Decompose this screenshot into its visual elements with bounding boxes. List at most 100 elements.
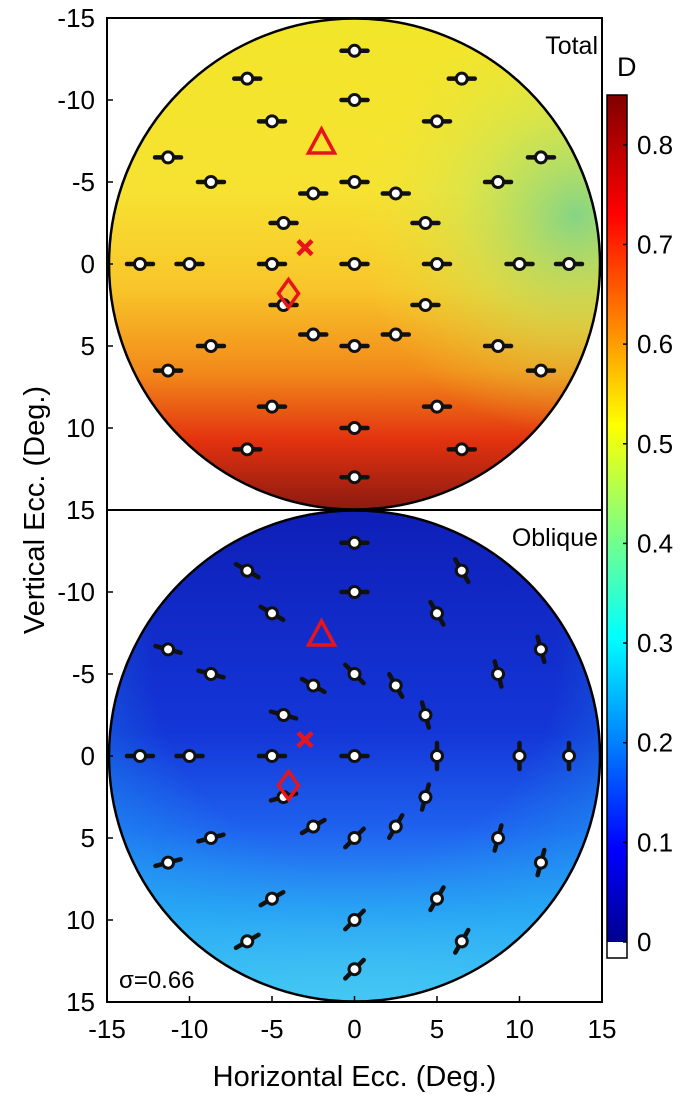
glyph-top-7 — [525, 150, 557, 165]
glyph-top-1 — [232, 71, 263, 86]
glyph-bot-32 — [428, 885, 446, 913]
glyph-top-14 — [410, 216, 441, 230]
total-panel: Total — [106, 17, 603, 511]
y-tick-label-top-5: 10 — [66, 413, 95, 443]
y-tick-label-top-1: -10 — [57, 85, 95, 115]
glyph-top-17 — [256, 257, 288, 271]
glyph-top-8 — [195, 175, 227, 189]
colorbar-label: D — [617, 52, 637, 82]
y-tick-label-bot-2: -5 — [72, 659, 95, 689]
glyph-bot-20 — [512, 740, 527, 772]
colorbar-under-swatch — [607, 942, 627, 958]
glyph-bot-0 — [339, 535, 370, 550]
colorbar-tick-label-0: 0 — [637, 927, 651, 957]
glyph-top-6 — [152, 150, 184, 165]
total-panel-label: Total — [545, 32, 598, 60]
glyph-bot-35 — [452, 927, 471, 955]
glyph-bot-34 — [233, 932, 261, 951]
glyph-top-29 — [152, 363, 184, 378]
colorbar-frame — [606, 94, 628, 959]
glyph-top-2 — [446, 71, 477, 86]
x-tick-label-4: 5 — [430, 1014, 444, 1044]
total-y-tick-labels: -15 -10 -5 0 5 10 15 — [57, 3, 113, 525]
triangle-marker-bot — [305, 617, 338, 647]
glyph-top-31 — [256, 399, 288, 414]
glyph-top-18 — [339, 257, 370, 271]
glyph-top-24 — [298, 327, 329, 342]
colorbar-tick-label-7: 0.7 — [637, 229, 673, 259]
x-tick-label-6: 15 — [588, 1014, 617, 1044]
glyph-top-5 — [421, 114, 453, 129]
glyph-top-26 — [195, 339, 227, 353]
y-tick-label-bot-5: 10 — [66, 905, 95, 935]
glyph-bot-33 — [343, 908, 366, 932]
y-tick-label-bot-3: 0 — [81, 741, 95, 771]
glyph-bot-12 — [387, 671, 405, 699]
glyph-bot-11 — [299, 676, 327, 695]
x-tick-label-0: -15 — [88, 1014, 126, 1044]
y-tick-label-top-4: 5 — [81, 331, 95, 361]
colorbar-ticks: 0 0.1 0.2 0.3 0.4 0.5 0.6 0.7 0.8 — [623, 130, 673, 957]
y-tick-label-top-2: -5 — [72, 167, 95, 197]
glyph-top-11 — [298, 186, 329, 201]
glyph-top-13 — [268, 216, 299, 230]
glyph-bot-15 — [124, 749, 156, 763]
glyph-bot-31 — [258, 889, 286, 908]
glyph-top-33 — [339, 421, 370, 435]
glyph-top-20 — [504, 257, 535, 271]
glyph-bot-5 — [428, 599, 446, 627]
glyph-bot-8 — [196, 667, 226, 681]
glyph-top-19 — [421, 257, 453, 271]
x-tick-labels: -15 -10 -5 0 5 10 15 — [88, 996, 616, 1044]
glyph-top-23 — [410, 298, 441, 312]
glyph-bot-1 — [233, 561, 261, 580]
glyph-top-36 — [339, 470, 370, 485]
glyph-bot-10 — [491, 659, 506, 689]
glyph-top-15 — [124, 257, 156, 271]
glyph-top-4 — [256, 114, 288, 129]
oblique-panel-label: Oblique — [512, 524, 598, 552]
y-tick-label-top-6: 15 — [66, 495, 95, 525]
colorbar-tick-label-1: 0.1 — [637, 827, 673, 857]
glyph-top-9 — [339, 175, 370, 189]
glyph-bot-3 — [339, 585, 370, 599]
colorbar-tick-label-4: 0.4 — [637, 528, 673, 558]
colorbar-tick-label-8: 0.8 — [637, 130, 673, 160]
glyph-top-30 — [525, 363, 557, 378]
glyph-top-35 — [446, 442, 477, 457]
glyph-bot-2 — [452, 557, 471, 585]
triangle-marker-top — [305, 125, 338, 155]
glyph-bot-36 — [343, 957, 366, 981]
oblique-marker-layer — [276, 617, 338, 803]
x-marker-bot — [296, 731, 314, 749]
x-tick-label-3: 0 — [347, 1014, 361, 1044]
glyph-bot-13 — [268, 708, 299, 722]
y-tick-label-bot-1: -10 — [57, 577, 95, 607]
glyph-bot-21 — [562, 740, 576, 772]
glyph-bot-25 — [387, 813, 405, 841]
glyph-top-32 — [421, 399, 453, 414]
glyph-bot-27 — [343, 826, 366, 850]
x-tick-label-1: -10 — [171, 1014, 209, 1044]
y-tick-label-bot-6: 15 — [66, 987, 95, 1017]
x-tick-label-2: -5 — [260, 1014, 283, 1044]
y-axis-label: Vertical Ecc. (Deg.) — [19, 386, 51, 634]
y-tick-label-top-0: -15 — [57, 3, 95, 33]
sigma-annotation: σ=0.66 — [119, 967, 195, 994]
colorbar-tick-label-6: 0.6 — [637, 329, 673, 359]
colorbar-gradient — [607, 95, 627, 942]
glyph-bot-14 — [418, 700, 433, 730]
diamond-marker-bot — [276, 768, 301, 803]
glyph-bot-24 — [299, 817, 327, 836]
glyph-bot-26 — [196, 831, 226, 845]
glyph-top-25 — [380, 327, 411, 342]
diamond-marker-top — [276, 276, 301, 311]
glyph-bot-29 — [153, 855, 183, 870]
glyph-bot-4 — [258, 604, 286, 623]
glyph-top-34 — [232, 442, 263, 457]
y-tick-label-top-3: 0 — [81, 249, 95, 279]
glyph-bot-28 — [491, 823, 506, 853]
colorbar-tick-label-3: 0.3 — [637, 628, 673, 658]
glyph-bot-16 — [174, 749, 205, 763]
